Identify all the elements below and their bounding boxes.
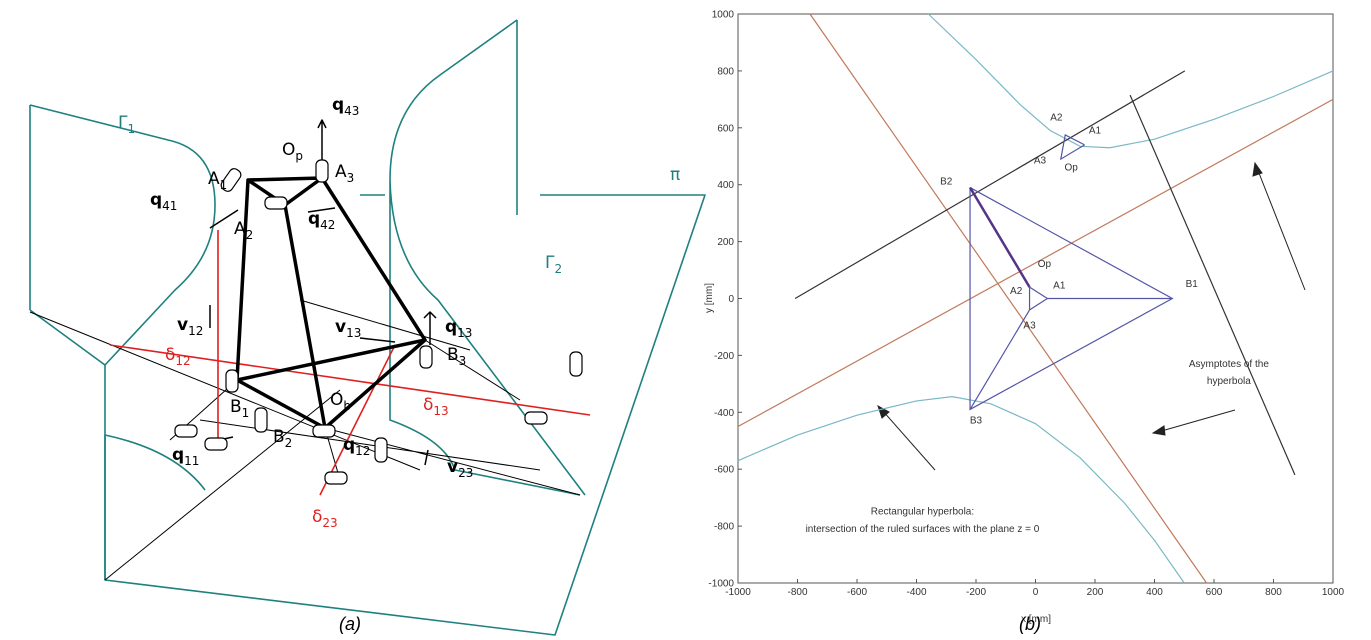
series-line <box>795 71 1185 299</box>
plane-gamma2 <box>30 20 585 495</box>
series-line <box>1130 95 1295 475</box>
label: δ12 <box>165 345 191 368</box>
y-tick-label: 0 <box>728 294 734 305</box>
annotation: A1 <box>1053 281 1066 292</box>
caption: (a) <box>339 614 361 634</box>
y-tick-label: 800 <box>717 66 734 77</box>
label: q41 <box>150 190 177 213</box>
label: Γ1 <box>118 113 135 136</box>
label: q42 <box>308 209 335 232</box>
label: v12 <box>177 315 203 338</box>
x-tick-label: -200 <box>966 587 986 598</box>
label: Ob <box>330 390 351 413</box>
thin-lines <box>30 300 580 580</box>
caption: (b) <box>1019 614 1041 634</box>
annotation: A1 <box>1089 125 1102 136</box>
label: Γ2 <box>545 253 562 276</box>
series-line <box>1061 135 1085 159</box>
label: A2 <box>234 219 253 242</box>
plane-gamma1-pi <box>30 105 705 635</box>
series-line <box>738 397 1184 583</box>
label: q13 <box>445 317 472 340</box>
y-axis-label: y [mm] <box>704 283 715 313</box>
label: v23 <box>447 457 473 480</box>
x-tick-label: 200 <box>1087 587 1104 598</box>
x-tick-label: -600 <box>847 587 867 598</box>
annotation: Op <box>1065 162 1079 173</box>
label: δ23 <box>312 507 338 530</box>
series-line <box>970 188 1030 288</box>
y-tick-label: 400 <box>717 180 734 191</box>
label: π <box>670 165 680 185</box>
y-tick-label: -1000 <box>708 579 734 590</box>
series-line <box>970 310 1030 410</box>
annotation: A2 <box>1010 286 1023 297</box>
y-tick-label: 1000 <box>712 10 735 21</box>
y-tick-label: 200 <box>717 237 734 248</box>
y-tick-label: -600 <box>714 465 734 476</box>
panel-a-drawing <box>30 20 705 635</box>
annotation: B3 <box>970 416 983 427</box>
plot-frame <box>738 14 1333 583</box>
y-tick-label: -200 <box>714 351 734 362</box>
x-tick-label: -400 <box>906 587 926 598</box>
label: q43 <box>332 95 359 118</box>
label: A1 <box>208 169 227 192</box>
label: A3 <box>335 162 354 185</box>
annotation: A3 <box>1034 155 1047 166</box>
series-line <box>1030 287 1048 310</box>
annotation: Op <box>1038 259 1052 270</box>
x-tick-label: 1000 <box>1322 587 1345 598</box>
label: B1 <box>230 397 249 420</box>
y-tick-label: 600 <box>717 123 734 134</box>
annotation: intersection of the ruled surfaces with … <box>806 524 1040 535</box>
joints <box>175 160 582 484</box>
annotation: A2 <box>1050 113 1063 124</box>
y-tick-label: -400 <box>714 408 734 419</box>
series-line <box>928 14 1333 148</box>
x-tick-label: -800 <box>787 587 807 598</box>
annotation-arrows <box>878 163 1305 470</box>
annotation: hyperbola <box>1207 376 1251 387</box>
x-tick-label: 0 <box>1033 587 1039 598</box>
label: δ13 <box>423 395 449 418</box>
planes <box>30 20 705 635</box>
annotation: B1 <box>1186 279 1199 290</box>
y-tick-label: -800 <box>714 522 734 533</box>
x-tick-label: 400 <box>1146 587 1163 598</box>
annotation: Rectangular hyperbola: <box>871 507 974 518</box>
annotation: B2 <box>940 177 953 188</box>
figure: Γ1 Γ2 π A1 A2 A3 Op q43 q41 q42 q13 q11 … <box>0 0 1371 640</box>
annotation: A3 <box>1023 320 1036 331</box>
x-tick-label: 600 <box>1206 587 1223 598</box>
x-tick-label: 800 <box>1265 587 1282 598</box>
annotation: Asymptotes of the <box>1189 359 1269 370</box>
label: Op <box>282 140 303 163</box>
label: q11 <box>172 445 199 468</box>
label: v13 <box>335 317 361 340</box>
